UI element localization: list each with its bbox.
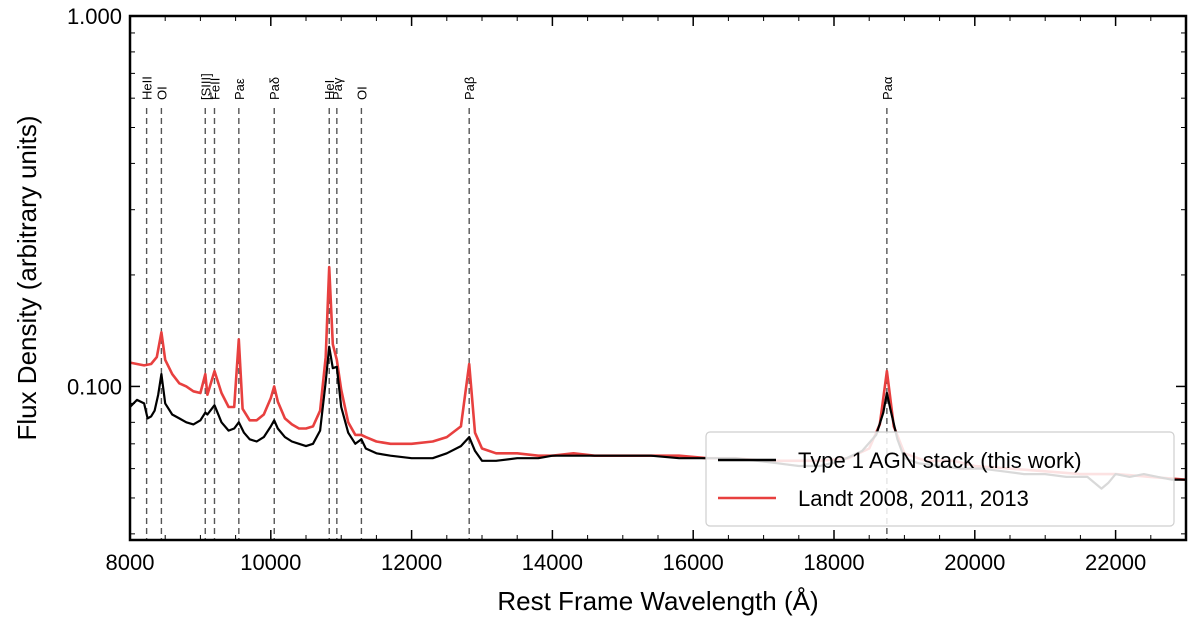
y-axis-label: Flux Density (arbitrary units) bbox=[12, 115, 42, 440]
legend: Type 1 AGN stack (this work) Landt 2008,… bbox=[705, 431, 1175, 527]
emission-line-label: Paα bbox=[880, 76, 895, 100]
x-tick-label: 8000 bbox=[106, 550, 155, 575]
legend-label-landt: Landt 2008, 2011, 2013 bbox=[798, 486, 1029, 511]
emission-line-label: Paγ bbox=[330, 77, 345, 100]
emission-line-label: FeII bbox=[207, 78, 222, 100]
emission-line-label: HeI bbox=[322, 80, 337, 100]
emission-line-label: Paδ bbox=[267, 77, 282, 100]
x-tick-label: 12000 bbox=[381, 550, 442, 575]
x-tick-label: 10000 bbox=[240, 550, 301, 575]
x-tick-label: 22000 bbox=[1085, 550, 1146, 575]
emission-line-label: Paε bbox=[232, 78, 247, 100]
x-tick-label: 20000 bbox=[944, 550, 1005, 575]
y-tick-label: 1.000 bbox=[67, 4, 122, 29]
x-tick-label: 14000 bbox=[522, 550, 583, 575]
ticks-layer: 8000 10000 12000 14000 16000 18000 20000 22000 0… bbox=[67, 4, 1186, 575]
x-tick-label: 18000 bbox=[803, 550, 864, 575]
emission-line-label: HeII bbox=[140, 76, 155, 100]
x-axis-label: Rest Frame Wavelength (Å) bbox=[497, 586, 818, 616]
emission-line-label: OI bbox=[354, 86, 369, 100]
x-tick-label: 16000 bbox=[663, 550, 724, 575]
emission-line-label: Paβ bbox=[462, 77, 477, 100]
legend-label-agn-stack: Type 1 AGN stack (this work) bbox=[798, 448, 1082, 473]
legend-box bbox=[705, 431, 1175, 527]
emission-line-label: [SIII] bbox=[198, 73, 213, 100]
y-tick-label: 0.100 bbox=[67, 374, 122, 399]
emission-line-label: OI bbox=[154, 86, 169, 100]
